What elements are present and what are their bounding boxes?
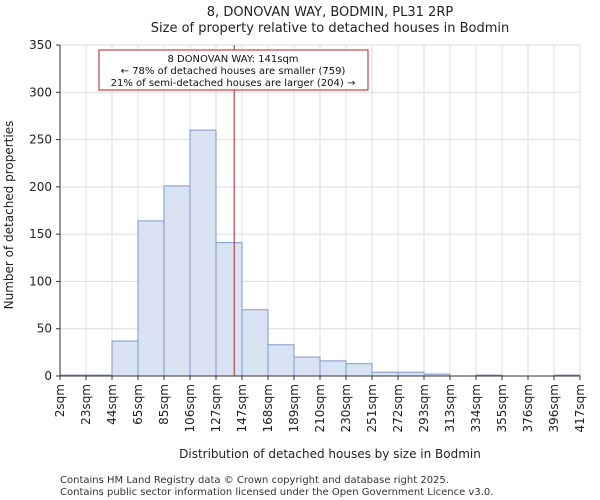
x-tick-label: 168sqm xyxy=(261,384,275,432)
histogram-bar xyxy=(215,242,243,377)
x-tick-label: 251sqm xyxy=(365,384,379,432)
x-tick-label: 272sqm xyxy=(391,384,405,432)
histogram-bar xyxy=(137,220,165,377)
histogram-bar xyxy=(319,360,347,377)
x-tick-label: 396sqm xyxy=(547,384,561,432)
x-tick-label: 85sqm xyxy=(157,384,171,425)
footer-line-1: Contains HM Land Registry data © Crown c… xyxy=(60,475,449,486)
histogram-bar xyxy=(345,363,373,377)
x-tick-label: 210sqm xyxy=(313,384,327,432)
x-tick-label: 147sqm xyxy=(235,384,249,432)
x-tick-label: 23sqm xyxy=(79,384,93,425)
x-tick-label: 127sqm xyxy=(209,384,223,432)
annotation-box: 8 DONOVAN WAY: 141sqm ← 78% of detached … xyxy=(98,49,369,91)
chart-subtitle: Size of property relative to detached ho… xyxy=(151,21,509,36)
y-tick-label: 250 xyxy=(29,133,52,147)
x-axis-label: Distribution of detached houses by size … xyxy=(179,447,481,461)
x-tick-label: 334sqm xyxy=(469,384,483,432)
axes: 0 50 100 150 200 250 300 350 2sqm 23sqm 44sqm 65sqm… xyxy=(29,38,587,432)
annotation-line-3: 21% of semi-detached houses are larger (… xyxy=(111,78,356,89)
annotation-line-1: 8 DONOVAN WAY: 141sqm xyxy=(167,54,298,65)
x-tick-label: 106sqm xyxy=(183,384,197,432)
x-tick-label: 355sqm xyxy=(495,384,509,432)
histogram-bar xyxy=(189,129,217,377)
x-tick-label: 2sqm xyxy=(53,384,67,417)
histogram-bar xyxy=(397,371,425,377)
y-tick-label: 50 xyxy=(37,322,52,336)
x-tick-label: 293sqm xyxy=(417,384,431,432)
histogram-bar xyxy=(163,185,191,377)
x-tick-label: 230sqm xyxy=(339,384,353,432)
annotation-frame xyxy=(98,49,369,91)
chart-title: 8, DONOVAN WAY, BODMIN, PL31 2RP xyxy=(207,5,454,20)
annotation-line-2: ← 78% of detached houses are smaller (75… xyxy=(121,66,346,77)
y-axis-label: Number of detached properties xyxy=(2,121,16,310)
histogram-bar xyxy=(267,344,295,377)
x-tick-label: 417sqm xyxy=(573,384,587,432)
histogram-bar xyxy=(293,356,321,377)
y-tick-label: 0 xyxy=(44,369,52,383)
histogram-bar xyxy=(241,309,269,377)
y-tick-label: 100 xyxy=(29,274,52,288)
histogram-bar xyxy=(371,371,399,377)
bars xyxy=(59,129,581,377)
y-tick-label: 150 xyxy=(29,227,52,241)
x-tick-label: 44sqm xyxy=(105,384,119,425)
footer-line-2: Contains public sector information licen… xyxy=(60,487,493,498)
x-tick-label: 376sqm xyxy=(521,384,535,432)
x-tick-label: 189sqm xyxy=(287,384,301,432)
y-tick-label: 300 xyxy=(29,85,52,99)
histogram-bar xyxy=(111,340,139,377)
y-tick-label: 200 xyxy=(29,180,52,194)
y-tick-label: 350 xyxy=(29,38,52,52)
x-tick-label: 65sqm xyxy=(131,384,145,425)
x-tick-label: 313sqm xyxy=(443,384,457,432)
